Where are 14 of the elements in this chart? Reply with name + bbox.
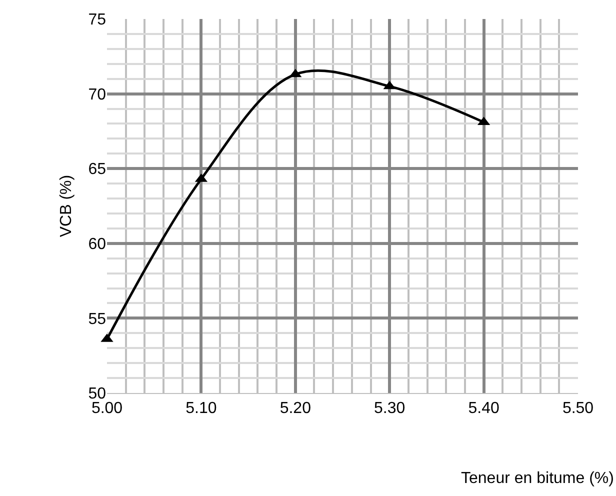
x-tick-label: 5.00 bbox=[91, 400, 123, 418]
y-tick-label: 75 bbox=[88, 12, 106, 29]
y-axis-title: VCB (%) bbox=[58, 174, 76, 238]
y-tick-label: 50 bbox=[88, 386, 106, 403]
x-tick-label: 5.40 bbox=[468, 400, 500, 418]
x-tick-label: 5.20 bbox=[280, 400, 312, 418]
x-axis-title: Teneur en bitume (%) bbox=[461, 470, 614, 487]
x-tick-label: 5.30 bbox=[374, 400, 406, 418]
x-tick-label: 5.50 bbox=[562, 400, 594, 418]
x-tick-label: 5.10 bbox=[186, 400, 217, 418]
y-tick-label: 55 bbox=[88, 310, 106, 328]
y-tick-label: 65 bbox=[88, 161, 106, 178]
y-tick-label: 70 bbox=[88, 86, 106, 104]
y-tick-label: 60 bbox=[88, 236, 106, 253]
